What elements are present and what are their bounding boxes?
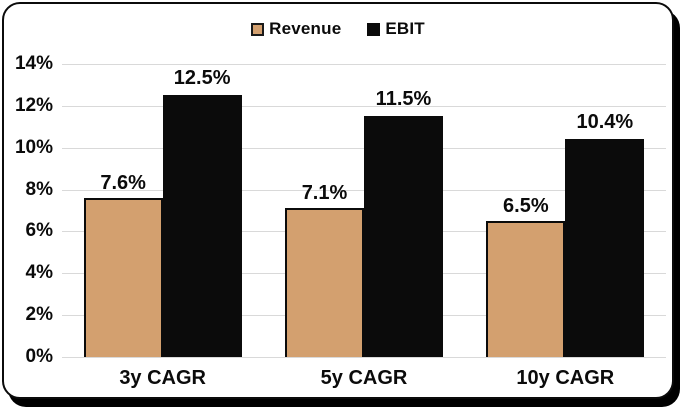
gridline-14%: [62, 64, 666, 65]
y-tick-label-12%: 12%: [14, 94, 53, 116]
legend-label-ebit: EBIT: [385, 19, 425, 38]
y-tick-label-8%: 8%: [25, 178, 53, 200]
x-category-label-3y-cagr: 3y CAGR: [119, 367, 207, 389]
revenue-swatch-icon: [251, 22, 265, 36]
x-axis: 3y CAGR 5y CAGR 10y CAGR: [62, 367, 666, 390]
bar-group-3y-cagr: 7.6% 12.5%: [62, 64, 263, 357]
bar-groups: 7.6% 12.5% 7.1% 11.5% 6.5% 10.4%: [62, 64, 666, 357]
data-label-revenue-5y-cagr: 7.1%: [301, 182, 348, 205]
bar-ebit-3y-cagr: 12.5%: [162, 67, 242, 357]
legend-item-revenue: Revenue: [251, 19, 341, 39]
gridline-0%: [62, 357, 666, 358]
x-category-label-5y-cagr: 5y CAGR: [320, 367, 408, 389]
bar-ebit-10y-cagr: 10.4%: [565, 111, 645, 357]
y-tick-label-0%: 0%: [25, 346, 53, 367]
y-tick-label-4%: 4%: [25, 262, 53, 284]
bar-group-10y-cagr: 6.5% 10.4%: [465, 64, 666, 357]
y-tick-label-10%: 10%: [14, 136, 53, 158]
bar-revenue-10y-cagr: 6.5%: [486, 195, 566, 357]
data-label-revenue-10y-cagr: 6.5%: [503, 194, 549, 217]
data-label-ebit-10y-cagr: 10.4%: [576, 111, 634, 134]
x-category-label-10y-cagr: 10y CAGR: [516, 367, 615, 389]
bar-ebit-5y-cagr: 11.5%: [363, 88, 443, 357]
plot-area: 7.6% 12.5% 7.1% 11.5% 6.5% 10.4% 0% 2% 4% 6% 8% 10…: [15, 53, 666, 367]
y-tick-label-14%: 14%: [14, 53, 53, 74]
data-label-revenue-3y-cagr: 7.6%: [100, 171, 146, 194]
bar-revenue-3y-cagr: 7.6%: [83, 172, 163, 357]
legend: Revenue EBIT: [4, 19, 672, 39]
y-tick-label-2%: 2%: [25, 304, 53, 326]
legend-item-ebit: EBIT: [367, 19, 425, 39]
legend-label-revenue: Revenue: [269, 19, 342, 38]
ebit-swatch-icon: [367, 22, 381, 36]
data-label-ebit-3y-cagr: 12.5%: [173, 67, 231, 90]
y-tick-label-6%: 6%: [25, 220, 53, 242]
bar-group-5y-cagr: 7.1% 11.5%: [263, 64, 464, 357]
chart-card: Revenue EBIT 7.6% 12.5% 7.1% 11.5% 6.5% 10.4%…: [2, 2, 674, 399]
gridline-12%: [62, 105, 666, 107]
bar-revenue-5y-cagr: 7.1%: [284, 182, 364, 357]
data-label-ebit-5y-cagr: 11.5%: [375, 88, 432, 111]
